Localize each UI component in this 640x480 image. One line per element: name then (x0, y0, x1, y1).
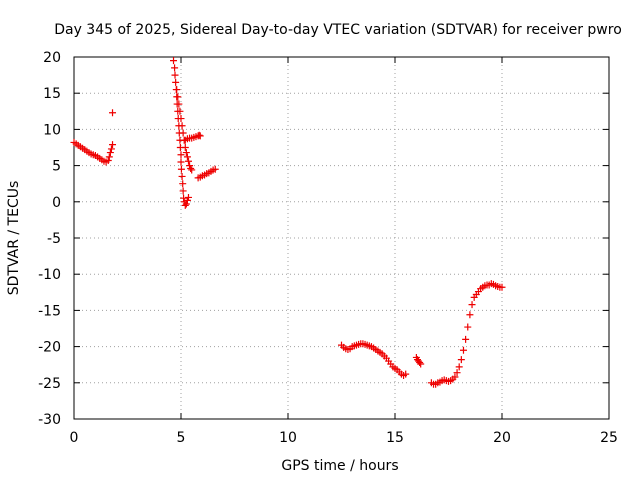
data-point (180, 194, 188, 202)
y-tick-label: -25 (38, 376, 61, 392)
data-point (183, 153, 191, 161)
data-point (196, 132, 204, 140)
data-point (177, 151, 185, 159)
data-point (188, 166, 196, 174)
data-point (211, 165, 219, 173)
data-point (182, 149, 190, 157)
data-point (457, 356, 465, 364)
x-tick-label: 5 (177, 430, 186, 446)
data-point (459, 346, 467, 354)
data-point (104, 157, 112, 165)
data-point (109, 109, 117, 117)
series-arc-2-plateau (181, 131, 204, 144)
data-point (179, 180, 187, 188)
data-point (177, 165, 185, 173)
y-tick-label: 5 (52, 159, 61, 175)
data-point (181, 144, 189, 151)
data-point (170, 57, 178, 65)
y-tick-label: -30 (38, 412, 61, 428)
data-point (187, 164, 195, 172)
series-outlier (109, 109, 117, 117)
gridlines (74, 57, 609, 419)
data-point (181, 201, 189, 209)
x-tick-label: 15 (386, 430, 404, 446)
data-point (109, 141, 117, 149)
data-point (105, 153, 113, 161)
y-tick-label: 20 (43, 50, 61, 66)
data-point (402, 370, 410, 378)
x-tick-label: 20 (493, 430, 511, 446)
data-point (178, 172, 186, 180)
y-tick-label: -20 (38, 340, 61, 356)
y-tick-labels: 20 15 10 5 0 -5 -10 -15 -20 -25 -30 (38, 50, 61, 428)
data-point (182, 200, 190, 208)
data-point (468, 301, 476, 309)
data-point (417, 360, 425, 368)
data-point (455, 363, 463, 371)
data-point (462, 335, 470, 343)
axis-ticks (73, 56, 610, 420)
x-tick-label: 0 (70, 430, 79, 446)
data-point (107, 145, 115, 153)
data-point (171, 71, 179, 79)
chart-title: Day 345 of 2025, Sidereal Day-to-day VTE… (54, 22, 622, 38)
data-point (173, 86, 181, 94)
y-tick-label: 15 (43, 86, 61, 102)
data-point (179, 129, 187, 137)
series-arc-1 (70, 138, 117, 166)
y-tick-label: 10 (43, 122, 61, 138)
series-arc-4-fragment (412, 353, 425, 368)
data-point (178, 122, 186, 130)
y-axis-label: SDTVAR / TECUs (6, 181, 22, 296)
data-point (498, 283, 506, 291)
data-point (176, 107, 184, 115)
data-point (195, 131, 203, 139)
series-arc-2-tail (194, 165, 219, 182)
data-point (464, 323, 472, 331)
data-point (466, 311, 474, 319)
x-tick-label: 10 (279, 430, 297, 446)
x-tick-labels: 0 5 10 15 20 25 (70, 430, 618, 446)
series-arc-3 (338, 340, 410, 380)
x-axis-label: GPS time / hours (281, 458, 398, 474)
x-tick-label: 25 (600, 430, 618, 446)
data-point (453, 369, 461, 377)
y-tick-label: -10 (38, 267, 61, 283)
data-point (416, 359, 424, 367)
data-point (171, 64, 179, 72)
y-tick-label: 0 (52, 195, 61, 211)
data-point (177, 158, 185, 166)
data-point (179, 187, 187, 195)
series-arc-5 (427, 280, 506, 388)
data-point (184, 157, 192, 165)
data-point (184, 193, 192, 201)
series-arc-2-upper (173, 86, 196, 174)
data-point (172, 78, 180, 86)
y-tick-label: -15 (38, 303, 61, 319)
data-point (451, 373, 459, 381)
data-point (174, 93, 182, 101)
data-point (175, 100, 183, 108)
data-points (70, 57, 506, 388)
data-point (106, 149, 114, 157)
data-point (177, 115, 185, 123)
y-tick-label: -5 (47, 231, 61, 247)
